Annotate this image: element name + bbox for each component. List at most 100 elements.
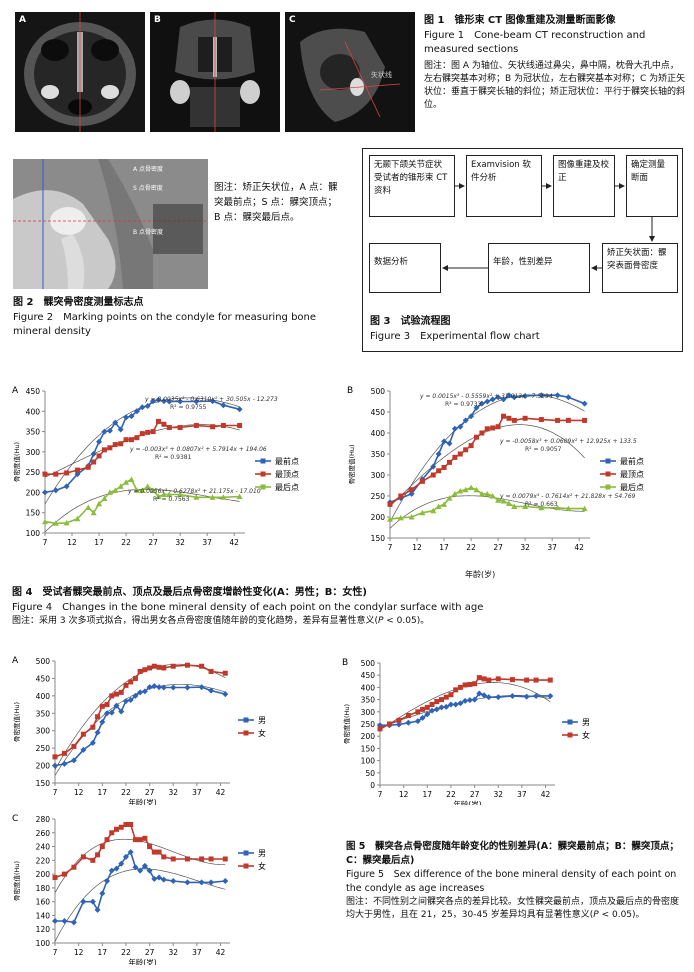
data-point (99, 703, 105, 709)
flow-box-4: 确定测量断面 (626, 155, 678, 217)
data-point (137, 689, 144, 696)
data-point (42, 518, 48, 525)
data-point (85, 504, 92, 510)
data-point (453, 687, 459, 693)
fit-equation: y = 0.0035x³ - 0.6310x² + 30.505x - 12.2… (144, 396, 278, 403)
y-tick-label: 150 (361, 744, 376, 753)
data-point (441, 501, 448, 507)
y-tick-label: 300 (36, 727, 51, 736)
data-point (80, 746, 87, 753)
data-point (476, 675, 482, 681)
data-point (64, 470, 70, 476)
data-point (63, 519, 70, 526)
y-tick-label: 150 (371, 534, 386, 543)
fig1-panel-b: B (150, 12, 280, 132)
data-point (127, 849, 134, 856)
data-point (61, 917, 68, 924)
y-tick-label: 180 (36, 884, 51, 893)
y-tick-label: 0 (370, 781, 375, 790)
data-point (109, 830, 115, 836)
chart-panel-label: A (12, 386, 19, 396)
data-point (523, 693, 530, 700)
data-point (408, 490, 415, 497)
data-point (495, 676, 501, 682)
data-point (511, 417, 517, 423)
data-point (236, 493, 243, 499)
data-point (70, 757, 77, 764)
data-point (511, 394, 518, 401)
data-point (137, 837, 143, 843)
x-tick-label: 7 (388, 543, 393, 552)
data-point (96, 500, 103, 507)
y-tick-label: 500 (371, 387, 386, 396)
data-point (433, 706, 440, 713)
data-point (209, 398, 216, 405)
data-point (209, 494, 216, 500)
fig5-title: 图 5 髁突各点骨密度随年龄变化的性别差异(A：髁突最前点；B：髁突顶点；C：髁… (346, 841, 679, 866)
data-point (457, 487, 464, 494)
data-point (142, 835, 148, 841)
data-point (150, 487, 157, 493)
data-point (451, 425, 458, 432)
data-point (210, 424, 216, 430)
data-point (104, 710, 111, 717)
data-point (208, 687, 215, 694)
legend-label: 男 (258, 716, 266, 725)
data-point (419, 714, 426, 721)
data-point (80, 854, 86, 860)
legend-marker (243, 863, 249, 869)
data-point (441, 464, 447, 470)
data-point (150, 429, 156, 435)
data-point (132, 864, 139, 871)
data-point (478, 490, 485, 497)
data-point (481, 676, 487, 682)
data-point (151, 849, 157, 855)
y-tick-label: 200 (36, 762, 51, 771)
fit-equation: y = -0.003x³ + 0.0807x² + 5.7914x + 194.… (129, 446, 267, 453)
x-tick-label: 7 (53, 948, 58, 957)
data-point (117, 426, 124, 433)
data-point (522, 393, 529, 400)
data-point (430, 472, 436, 478)
y-tick-label: 160 (36, 898, 51, 907)
data-point (106, 489, 113, 495)
legend-label: 最前点 (620, 456, 644, 466)
data-point (386, 721, 392, 727)
data-point (134, 435, 140, 441)
data-point (468, 443, 474, 449)
x-tick-label: 12 (399, 790, 409, 799)
data-point (133, 408, 140, 415)
fig1-note: 图注：图 A 为轴位、矢状线通过鼻尖，鼻中隔，枕骨大孔中点，左右髁突基本对称；B… (424, 60, 686, 110)
data-point (408, 514, 415, 520)
data-point (509, 677, 515, 683)
fig3-caption: 图 3 试验流程图 Figure 3 Experimental flow cha… (370, 315, 670, 344)
x-tick-label: 17 (94, 538, 104, 547)
data-point (533, 692, 540, 699)
data-point (53, 471, 59, 477)
data-point (581, 400, 588, 407)
data-point (481, 692, 488, 699)
y-tick-label: 100 (26, 529, 41, 538)
x-tick-label: 42 (229, 538, 239, 547)
data-point (132, 692, 139, 699)
data-point (462, 697, 469, 704)
data-point (113, 691, 119, 697)
data-point (476, 690, 483, 697)
flow-box-7: 数据分析 (369, 243, 441, 293)
data-point (581, 505, 588, 512)
data-point (177, 425, 183, 431)
x-tick-label: 37 (202, 538, 212, 547)
data-point (96, 453, 102, 459)
data-point (139, 487, 146, 493)
y-tick-label: 120 (36, 925, 51, 934)
x-tick-label: 22 (466, 543, 476, 552)
fig4-note-p: P (377, 616, 384, 626)
data-point (74, 471, 81, 478)
data-point (467, 681, 473, 687)
x-tick-label: 22 (121, 948, 131, 957)
fit-r-squared: R² = 0.9381 (155, 454, 192, 461)
fig2-label-a: A 点骨密度 (133, 166, 164, 173)
data-point (89, 898, 96, 905)
data-point (170, 684, 177, 691)
fig4-title-en: Figure 4 Changes in the bone mineral den… (12, 601, 484, 613)
